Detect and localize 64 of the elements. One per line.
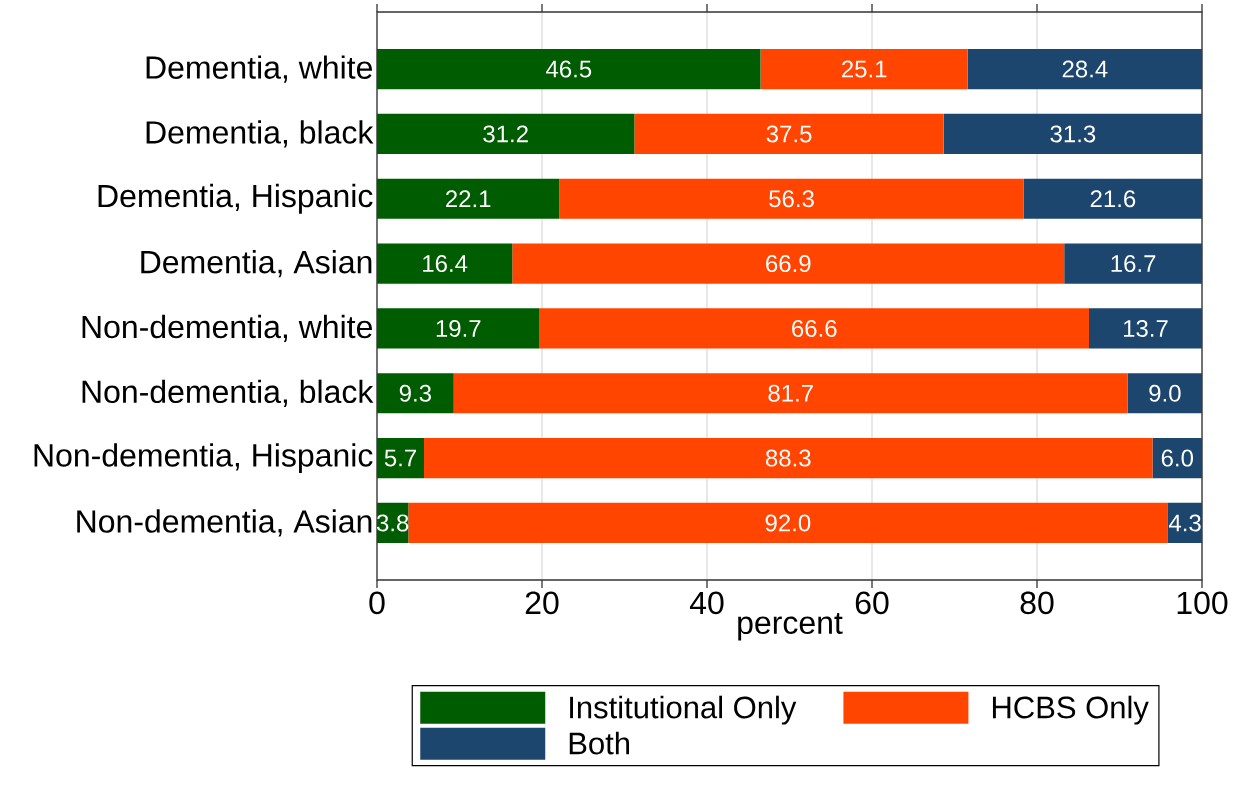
y-tick-label: Non-dementia, black (82, 379, 374, 407)
bar (408, 502, 1168, 544)
bar (1167, 502, 1203, 544)
data-label: 22.1 (446, 190, 491, 208)
x-tick-label: 40 (689, 591, 724, 615)
data-label: 66.9 (766, 255, 811, 273)
bar (512, 243, 1065, 284)
data-label: 46.5 (546, 60, 592, 78)
data-label: 66.6 (792, 319, 837, 337)
x-tick-label: 0 (369, 591, 385, 615)
bar (377, 178, 560, 219)
data-label: 13.7 (1123, 319, 1168, 337)
y-tick-label: Dementia, black (146, 120, 374, 148)
data-label: 88.3 (765, 449, 811, 467)
bar (377, 48, 761, 90)
y-tick-label: Non-dementia, white (82, 314, 372, 343)
data-label: 37.5 (766, 125, 812, 143)
bar (539, 308, 1089, 349)
bar (377, 438, 425, 479)
x-tick-label: 100 (1177, 591, 1228, 615)
data-label: 31.3 (1050, 125, 1096, 143)
bar (1152, 438, 1203, 479)
data-label: 81.7 (768, 384, 813, 402)
bar (424, 438, 1153, 479)
bar (967, 48, 1203, 90)
data-label: 5.7 (384, 449, 416, 467)
data-label: 25.1 (842, 60, 887, 78)
x-axis-title: percent (738, 613, 843, 641)
legend-label: HCBS Only (992, 695, 1149, 725)
bar (377, 243, 513, 284)
bar (760, 48, 968, 90)
x-tick-label: 80 (1020, 591, 1054, 615)
bar (1088, 308, 1203, 349)
bar (1064, 243, 1203, 284)
data-label: 9.3 (399, 384, 431, 402)
data-label: 16.4 (423, 255, 468, 273)
bar (377, 308, 540, 349)
bar (943, 113, 1203, 154)
legend-label: Both (569, 731, 630, 755)
data-label: 4.3 (1168, 514, 1201, 532)
y-tick-label: Dementia, Asian (141, 249, 372, 278)
data-label: 16.7 (1111, 255, 1156, 273)
bar (377, 373, 454, 414)
bar (453, 373, 1128, 414)
legend-label: Institutional Only (570, 695, 797, 725)
data-label: 28.4 (1062, 60, 1108, 78)
data-label: 6.0 (1161, 449, 1193, 467)
x-tick-label: 20 (525, 591, 559, 615)
y-tick-label: Dementia, white (146, 55, 372, 83)
data-label: 9.0 (1149, 384, 1181, 402)
bar (377, 113, 635, 154)
y-tick-label: Non-dementia, Asian (77, 509, 372, 537)
data-label: 31.2 (483, 125, 528, 143)
data-label: 92.0 (765, 514, 811, 532)
bar (559, 178, 1024, 219)
data-label: 19.7 (436, 319, 481, 337)
data-label: 56.3 (769, 190, 814, 208)
bar (1127, 373, 1203, 414)
y-tick-label: Non-dementia, Hispanic (34, 443, 373, 474)
x-tick-label: 60 (855, 591, 889, 615)
y-tick-label: Dementia, Hispanic (98, 183, 373, 214)
bar (634, 113, 944, 154)
data-label: 21.6 (1090, 190, 1136, 208)
bar (1023, 178, 1203, 219)
